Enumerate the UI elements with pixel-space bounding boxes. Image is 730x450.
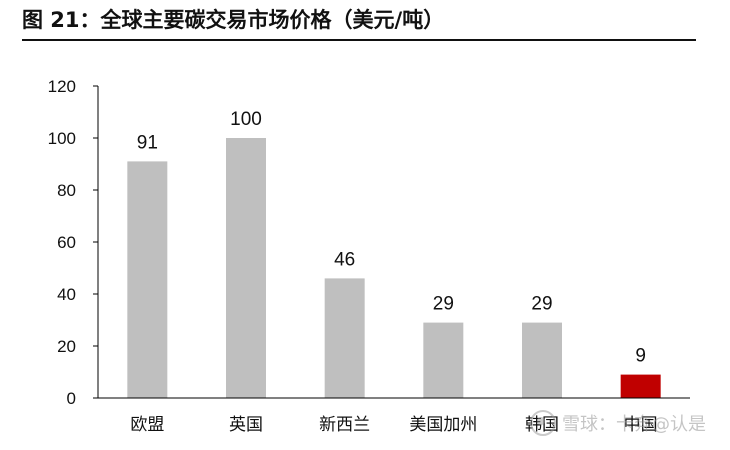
bar-5 (522, 322, 562, 398)
y-tick-label: 120 (48, 77, 76, 96)
x-category-label-4: 美国加州 (409, 415, 477, 435)
bar-series (127, 138, 661, 398)
bar-3 (324, 278, 365, 398)
x-category-label-6: 中国 (624, 415, 658, 435)
chart-title: 图 21：全球主要碳交易市场价格（美元/吨） (22, 8, 445, 32)
y-axis: 0 20 40 60 80 100 120 (48, 77, 98, 408)
x-category-label-2: 英国 (229, 415, 263, 435)
y-tick-label: 0 (67, 389, 76, 408)
y-tick-label: 20 (57, 337, 76, 356)
y-tick-label: 60 (57, 233, 76, 252)
data-label-6: 9 (635, 346, 646, 367)
data-label-3: 46 (334, 249, 355, 270)
data-label-2: 100 (230, 109, 262, 130)
watermark-text: 雪球：卡奔@认是 (562, 414, 706, 435)
data-labels: 91 100 46 29 29 9 (137, 109, 646, 367)
bar-6 (620, 374, 661, 398)
y-tick-label: 80 (57, 181, 76, 200)
bar-1 (127, 161, 168, 398)
bar-2 (226, 138, 266, 398)
y-tick-label: 40 (57, 285, 76, 304)
watermark: 雪球：卡奔@认是 (530, 410, 706, 436)
x-category-label-3: 新西兰 (319, 415, 370, 435)
data-label-5: 29 (531, 294, 552, 315)
x-category-label-1: 欧盟 (130, 415, 164, 435)
data-label-1: 91 (137, 132, 158, 153)
data-label-4: 29 (433, 294, 454, 315)
title-divider (22, 39, 696, 41)
bar-4 (423, 322, 464, 398)
y-tick-label: 100 (48, 129, 76, 148)
snowball-logo-icon (530, 410, 556, 436)
